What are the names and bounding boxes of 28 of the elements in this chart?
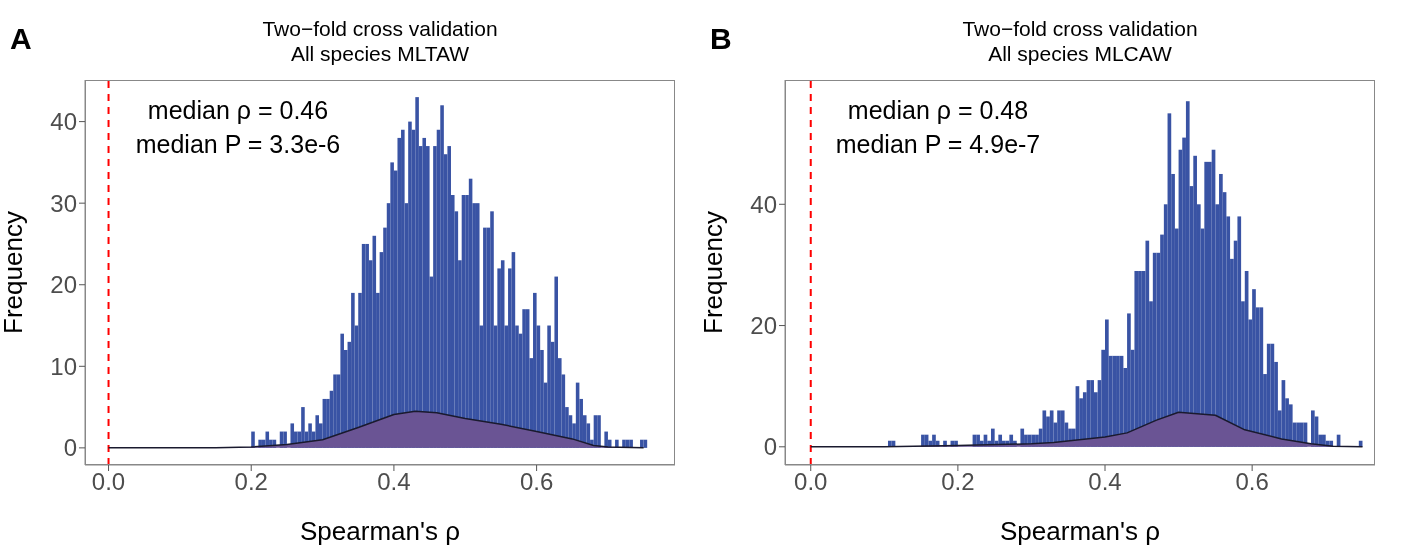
x-tick-label: 0.0 [91, 468, 126, 496]
annotation: median ρ = 0.48 [846, 95, 1030, 126]
chart-title: Two−fold cross validation All species MLCAW [961, 16, 1199, 67]
x-tick-label: 0.4 [1088, 468, 1122, 496]
y-tick-label: 0 [63, 434, 77, 462]
x-tick-label: 0.6 [1235, 468, 1269, 496]
text: B [710, 22, 732, 56]
text: A [10, 22, 32, 56]
x-tick-label: 0.0 [794, 468, 828, 496]
y-tick-label: 10 [50, 352, 77, 380]
y-tick-label: 20 [750, 312, 777, 340]
x-axis-title: Spearman's ρ [300, 516, 460, 546]
x-axis-title: Spearman's ρ [1000, 516, 1160, 546]
x-tick-label: 0.6 [519, 468, 554, 496]
y-tick-label: 40 [50, 108, 77, 136]
x-tick-label: 0.2 [941, 468, 975, 496]
x-tick-label: 0.4 [377, 468, 411, 496]
y-tick-label: 20 [50, 271, 77, 299]
annotation: median P = 3.3e-6 [134, 128, 342, 160]
x-tick-label: 0.2 [234, 468, 268, 496]
y-tick-label: 0 [763, 433, 777, 461]
y-tick-label: 30 [50, 189, 77, 217]
y-axis-title: Frequency [698, 211, 729, 334]
y-tick-label: 40 [750, 190, 777, 218]
y-axis-title: Frequency [0, 211, 29, 334]
annotation: median ρ = 0.46 [146, 95, 330, 126]
annotation: median P = 4.9e-7 [834, 128, 1042, 160]
chart-title: Two−fold cross validation All species MLTAW [261, 16, 499, 67]
